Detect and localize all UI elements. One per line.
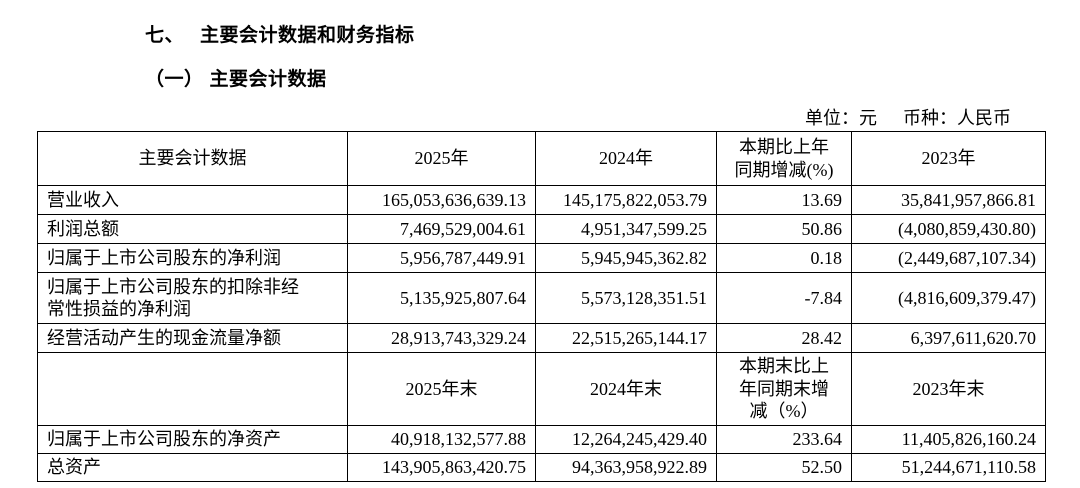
value-change-cell: 50.86	[716, 214, 852, 244]
header-2023: 2023年	[851, 131, 1046, 186]
table-row-deducted-net-profit: 归属于上市公司股东的扣除非经 常性损益的净利润 5,135,925,807.64…	[37, 272, 1046, 324]
metric-label-cell: 经营活动产生的现金流量净额	[37, 323, 348, 353]
metric-label-cell: 利润总额	[37, 214, 348, 244]
header-2024-end: 2024年末	[535, 352, 717, 426]
value-change-cell: 52.50	[716, 452, 852, 482]
table-row-revenue: 营业收入 165,053,636,639.13 145,175,822,053.…	[37, 185, 1046, 215]
header-2023-end: 2023年末	[851, 352, 1046, 426]
value-2024-cell: 5,573,128,351.51	[535, 272, 717, 324]
value-2024-cell: 5,945,945,362.82	[535, 243, 717, 273]
table-row-net-profit: 归属于上市公司股东的净利润 5,956,787,449.91 5,945,945…	[37, 243, 1046, 273]
value-2023-cell: (2,449,687,107.34)	[851, 243, 1046, 273]
table-row-net-assets: 归属于上市公司股东的净资产 40,918,132,577.88 12,264,2…	[37, 424, 1046, 454]
header-change: 本期比上年 同期增减(%)	[716, 131, 852, 186]
value-2025-cell: 7,469,529,004.61	[347, 214, 536, 244]
section-heading: 七、 主要会计数据和财务指标	[145, 20, 415, 47]
value-2024-cell: 4,951,347,599.25	[535, 214, 717, 244]
value-2023-cell: (4,080,859,430.80)	[851, 214, 1046, 244]
value-2024-cell: 94,363,958,922.89	[535, 452, 717, 482]
value-2025-cell: 40,918,132,577.88	[347, 424, 536, 454]
table-row-total-assets: 总资产 143,905,863,420.75 94,363,958,922.89…	[37, 452, 1046, 482]
metric-label-cell: 归属于上市公司股东的扣除非经 常性损益的净利润	[37, 272, 348, 324]
value-change-cell: 13.69	[716, 185, 852, 215]
header-end-change: 本期末比上 年同期末增 减（%）	[716, 352, 852, 426]
header-metric: 主要会计数据	[37, 131, 348, 186]
section-title: 主要会计数据和财务指标	[200, 25, 415, 46]
value-change-cell: 233.64	[716, 424, 852, 454]
value-2025-cell: 165,053,636,639.13	[347, 185, 536, 215]
metric-label-cell: 归属于上市公司股东的净资产	[37, 424, 348, 454]
currency-note: 币种：人民币	[903, 108, 1011, 128]
value-2023-cell: 35,841,957,866.81	[851, 185, 1046, 215]
value-2025-cell: 28,913,743,329.24	[347, 323, 536, 353]
value-2023-cell: 11,405,826,160.24	[851, 424, 1046, 454]
header-2025: 2025年	[347, 131, 536, 186]
value-2023-cell: (4,816,609,379.47)	[851, 272, 1046, 324]
subsection-title: 主要会计数据	[209, 69, 327, 90]
subsection-heading: （一） 主要会计数据	[145, 64, 327, 91]
value-change-cell: -7.84	[716, 272, 852, 324]
yearend-header-row: 2025年末 2024年末 本期末比上 年同期末增 减（%） 2023年末	[37, 352, 1046, 426]
value-2025-cell: 5,135,925,807.64	[347, 272, 536, 324]
value-2024-cell: 145,175,822,053.79	[535, 185, 717, 215]
unit-currency-note: 单位：元 币种：人民币	[37, 104, 1045, 130]
metric-label-cell: 归属于上市公司股东的净利润	[37, 243, 348, 273]
header-2024: 2024年	[535, 131, 717, 186]
value-2023-cell: 51,244,671,110.58	[851, 452, 1046, 482]
table-row-total-profit: 利润总额 7,469,529,004.61 4,951,347,599.25 5…	[37, 214, 1046, 244]
subsection-number: （一）	[145, 69, 204, 90]
value-2024-cell: 12,264,245,429.40	[535, 424, 717, 454]
metric-label-cell: 营业收入	[37, 185, 348, 215]
table-row-operating-cash-flow: 经营活动产生的现金流量净额 28,913,743,329.24 22,515,2…	[37, 323, 1046, 353]
value-change-cell: 0.18	[716, 243, 852, 273]
period-header-row: 主要会计数据 2025年 2024年 本期比上年 同期增减(%) 2023年	[37, 131, 1046, 186]
header-metric-empty	[37, 352, 348, 426]
header-2025-end: 2025年末	[347, 352, 536, 426]
unit-note: 单位：元	[805, 108, 877, 128]
value-2025-cell: 143,905,863,420.75	[347, 452, 536, 482]
value-2023-cell: 6,397,611,620.70	[851, 323, 1046, 353]
section-number: 七、	[145, 25, 185, 46]
value-2024-cell: 22,515,265,144.17	[535, 323, 717, 353]
value-2025-cell: 5,956,787,449.91	[347, 243, 536, 273]
key-accounting-data-table: 主要会计数据 2025年 2024年 本期比上年 同期增减(%) 2023年 营…	[37, 131, 1046, 482]
value-change-cell: 28.42	[716, 323, 852, 353]
metric-label-cell: 总资产	[37, 452, 348, 482]
